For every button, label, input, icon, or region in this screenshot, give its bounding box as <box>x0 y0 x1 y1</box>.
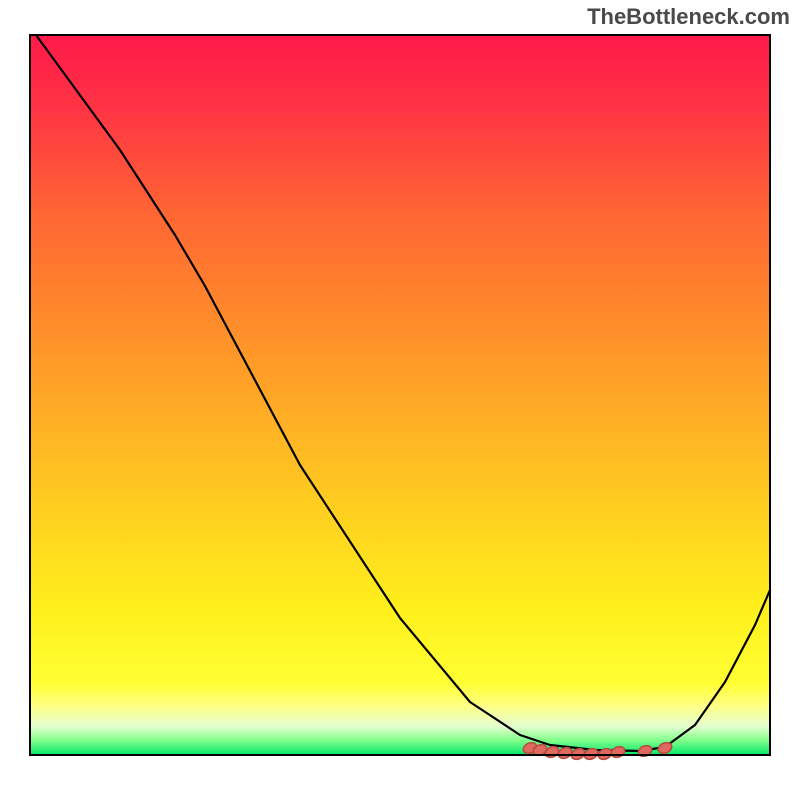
watermark-text: TheBottleneck.com <box>587 4 790 30</box>
chart-container: TheBottleneck.com <box>0 0 800 800</box>
plot-background <box>30 35 770 755</box>
bottleneck-chart <box>0 0 800 800</box>
